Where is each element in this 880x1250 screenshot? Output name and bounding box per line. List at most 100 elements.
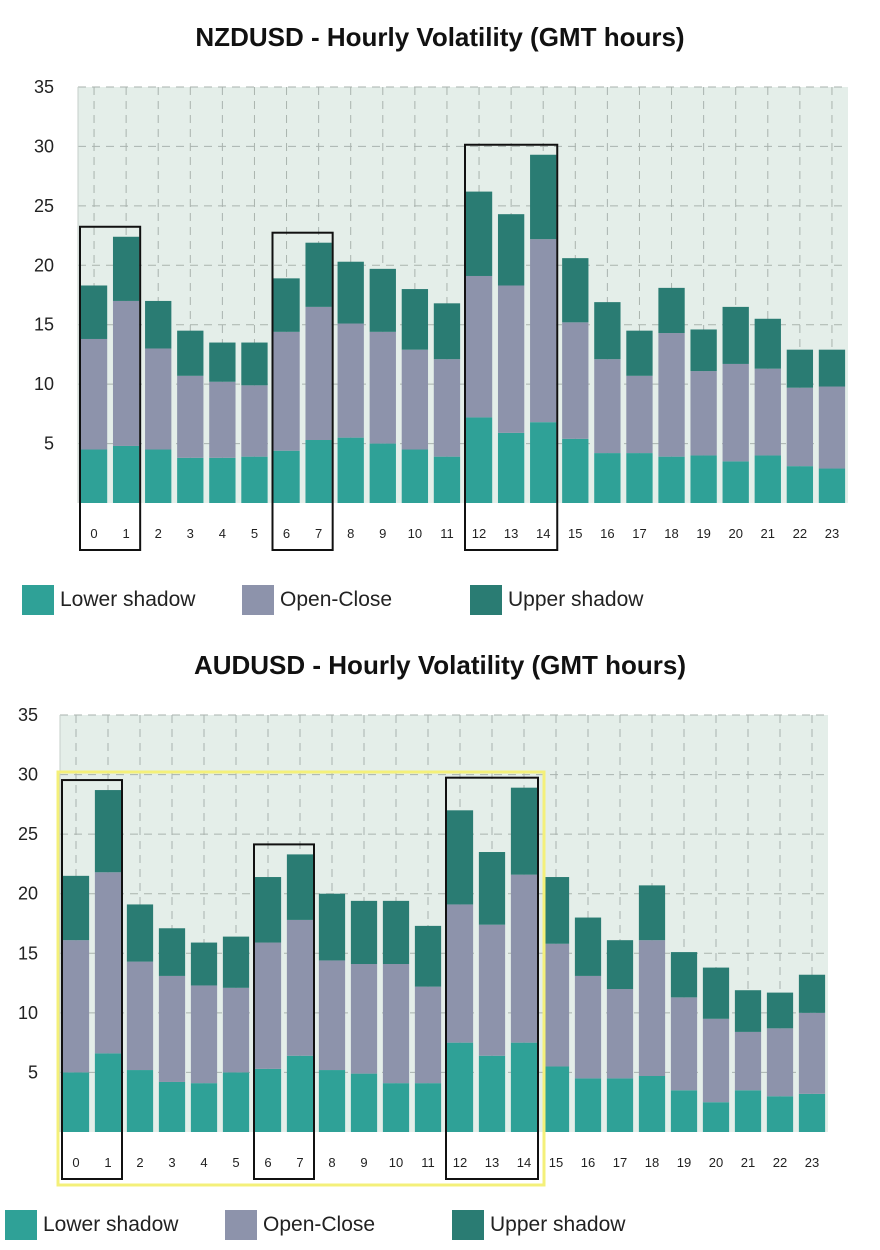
bar-upper-shadow [734,990,762,1032]
bar-upper-shadow [433,303,461,360]
bar-open-close [112,300,140,446]
bar-upper-shadow [798,974,826,1013]
bar-open-close [670,997,698,1091]
bar-lower-shadow [158,1081,186,1132]
x-tick-label: 14 [517,1155,531,1170]
plot-background [78,87,848,503]
bar-open-close [94,872,122,1054]
bar-open-close [766,1028,794,1097]
bar-lower-shadow [401,449,429,503]
highlight-box [61,779,123,1180]
y-tick-label: 30 [34,136,54,156]
legend-label: Lower shadow [43,1213,179,1236]
bar-lower-shadow [786,466,814,503]
bar-lower-shadow [658,456,685,503]
bar-lower-shadow [690,455,717,503]
x-tick-label: 7 [315,526,322,541]
legend-label: Open-Close [263,1213,376,1236]
x-tick-label: 6 [283,526,290,541]
lower-shadow-swatch [5,1210,37,1240]
x-tick-label: 16 [581,1155,595,1170]
bar-open-close [190,985,218,1084]
bar-upper-shadow [382,900,410,965]
y-tick-label: 35 [18,705,38,725]
bar-upper-shadow [626,330,653,376]
bar-upper-shadow [574,917,602,976]
bar-lower-shadow [478,1055,506,1132]
bar-open-close [478,924,506,1056]
bar-upper-shadow [112,236,140,301]
bar-open-close [145,348,172,450]
bar-open-close [305,306,332,441]
bar-open-close [530,239,557,423]
bar-lower-shadow [702,1102,730,1132]
x-tick-label: 13 [504,526,518,541]
bar-upper-shadow [702,967,730,1019]
x-tick-label: 15 [549,1155,563,1170]
y-tick-label: 10 [18,1003,38,1023]
bar-open-close [273,331,300,451]
bar-lower-shadow [241,456,268,503]
bar-upper-shadow [638,885,666,941]
legend: Lower shadow Open-Close Upper shadow [0,1210,880,1250]
bar-upper-shadow [209,342,236,382]
x-tick-label: 13 [485,1155,499,1170]
bar-open-close [702,1018,730,1103]
bar-lower-shadow [606,1078,634,1132]
legend-item-open-close: Open-Close [225,1210,375,1240]
bar-upper-shadow [766,992,794,1029]
legend-item-lower-shadow: Lower shadow [5,1210,178,1240]
bar-upper-shadow [318,893,346,961]
x-tick-label: 2 [136,1155,143,1170]
bar-lower-shadow [798,1093,826,1132]
bar-upper-shadow [690,329,717,372]
y-tick-label: 10 [34,374,54,394]
y-tick-label: 35 [34,77,54,97]
bar-upper-shadow [497,214,525,286]
bar-upper-shadow [786,349,814,388]
bar-upper-shadow [722,306,749,364]
bar-lower-shadow [62,1072,90,1132]
x-tick-label: 9 [360,1155,367,1170]
x-tick-label: 21 [761,526,775,541]
bar-lower-shadow [594,453,621,503]
bar-open-close [818,386,846,469]
bar-open-close [734,1031,762,1091]
x-tick-label: 6 [264,1155,271,1170]
highlight-range-box [56,770,546,1187]
highlight-box [271,231,334,551]
bar-upper-shadow [241,342,268,386]
bar-upper-shadow [177,330,204,376]
legend-label: Upper shadow [490,1213,626,1236]
y-tick-label: 25 [34,196,54,216]
bar-upper-shadow [158,928,186,976]
bar-upper-shadow [542,877,570,944]
bar-upper-shadow [80,285,108,339]
bar-open-close [126,961,154,1071]
x-tick-label: 12 [453,1155,467,1170]
x-tick-label: 19 [696,526,710,541]
x-tick-label: 21 [741,1155,755,1170]
x-tick-label: 12 [472,526,486,541]
bar-open-close [690,371,717,456]
x-tick-label: 3 [168,1155,175,1170]
bar-open-close [542,943,570,1067]
bar-upper-shadow [562,258,589,323]
x-tick-label: 1 [123,526,130,541]
bar-open-close [722,363,749,462]
bar-open-close [382,964,410,1084]
x-tick-label: 20 [728,526,742,541]
bar-open-close [318,960,346,1071]
legend-item-lower-shadow: Lower shadow [22,585,195,615]
x-tick-label: 4 [200,1155,207,1170]
bar-lower-shadow [286,1055,314,1132]
x-tick-label: 0 [72,1155,79,1170]
bar-open-close [209,381,236,458]
x-tick-label: 23 [805,1155,819,1170]
y-tick-label: 20 [34,255,54,275]
x-tick-label: 19 [677,1155,691,1170]
bar-lower-shadow [754,455,781,503]
bar-upper-shadow [369,268,396,332]
x-tick-label: 3 [187,526,194,541]
